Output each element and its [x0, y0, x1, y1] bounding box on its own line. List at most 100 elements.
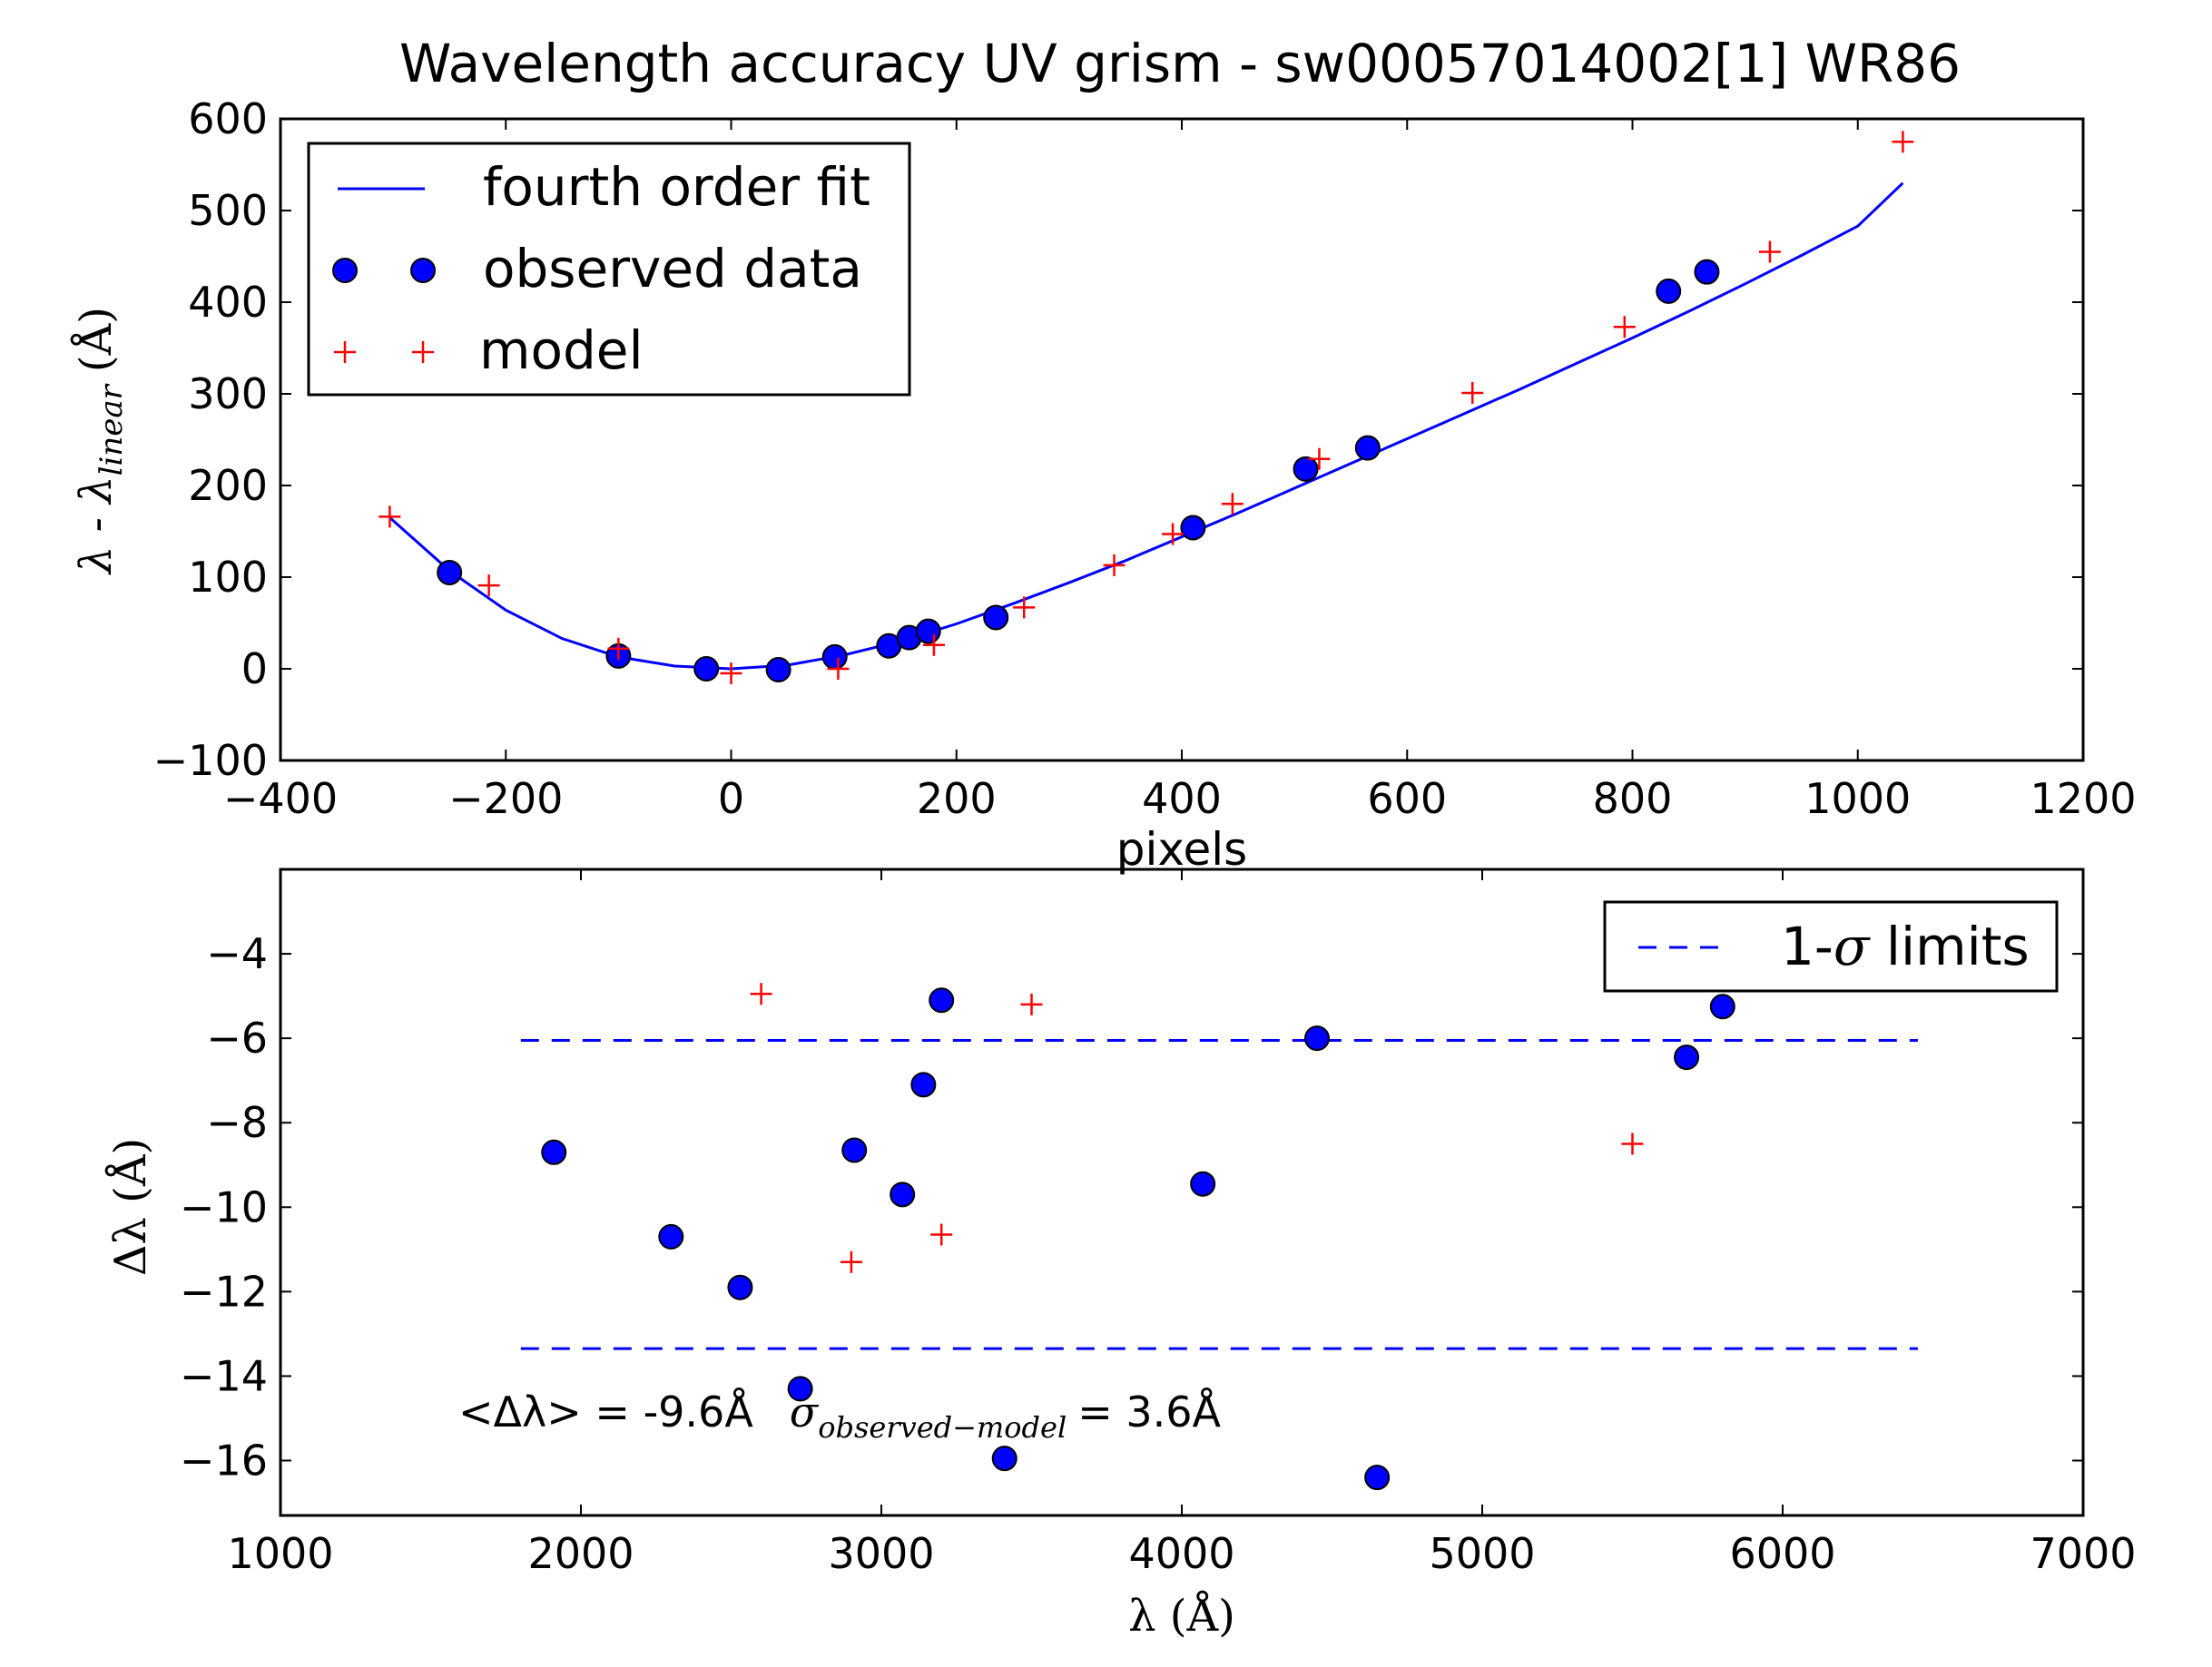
top-x-tick-label: −200: [448, 774, 563, 823]
top-x-tick-label: 600: [1367, 774, 1447, 823]
observed-data-point: [765, 657, 791, 683]
legend-observed-marker-1: [332, 258, 358, 283]
model-point: [1758, 240, 1781, 263]
residual-model-point: [1020, 993, 1043, 1015]
top-y-axis-label-main: λ - λ: [71, 476, 122, 575]
top-y-axis-label: λ - λlinear (Å): [70, 307, 130, 575]
bottom-y-tick-label: −4: [206, 929, 268, 978]
top-y-axis-label-unit: (Å): [70, 307, 122, 372]
legend-sigma-prefix: 1-: [1781, 916, 1834, 977]
model-point: [1103, 554, 1126, 576]
bottom-x-tick-label: 1000: [227, 1529, 333, 1578]
bottom-y-axis-label: Δλ (Å): [104, 1138, 156, 1276]
top-x-tick-label: 400: [1142, 774, 1222, 823]
observed-data-point: [1694, 259, 1720, 285]
residual-observed-point: [841, 1137, 868, 1163]
model-point: [1613, 316, 1636, 338]
legend-observed-marker-2: [410, 258, 436, 283]
top-legend-box: [307, 142, 911, 397]
residual-observed-point: [890, 1182, 916, 1208]
legend-model-marker-1: [334, 341, 356, 363]
observed-data-point: [821, 643, 848, 670]
top-y-tick-label: 0: [241, 644, 268, 693]
top-chart-title: Wavelength accuracy UV grism - sw0005701…: [399, 33, 1961, 94]
residual-observed-point: [1364, 1465, 1391, 1491]
observed-data-point: [437, 559, 463, 585]
top-x-axis-label: pixels: [1116, 823, 1247, 876]
bottom-y-tick-label: −10: [180, 1182, 268, 1231]
top-x-tick-label: 800: [1593, 774, 1673, 823]
model-point: [720, 662, 742, 685]
observed-data-point: [1293, 456, 1319, 482]
bottom-plot-ticks: 1000 2000 3000 4000 5000 6000 7000 −16 −14 −12 −10…: [180, 869, 2137, 1578]
residual-observed-point: [991, 1446, 1018, 1472]
legend-sigma-label: 1-σ limits: [1781, 916, 2030, 977]
model-point: [607, 637, 630, 660]
model-point: [1892, 131, 1914, 153]
legend-sigma-symbol: σ: [1834, 916, 1871, 977]
bottom-y-tick-label: −16: [180, 1437, 268, 1486]
top-x-tick-label: 0: [718, 774, 744, 823]
bottom-x-tick-label: 2000: [527, 1529, 634, 1578]
top-y-tick-label: −100: [153, 736, 268, 785]
residual-observed-point: [1709, 994, 1735, 1020]
top-plot-marks: [378, 131, 1914, 685]
bottom-x-tick-label: 5000: [1429, 1529, 1535, 1578]
top-y-tick-label: 100: [188, 553, 268, 602]
bottom-plot-marks: [520, 983, 1918, 1491]
model-point: [922, 633, 945, 656]
residual-observed-point: [929, 987, 955, 1014]
model-point: [378, 505, 401, 528]
bottom-x-tick-label: 7000: [2030, 1529, 2136, 1578]
observed-data-point: [1656, 278, 1682, 304]
bottom-x-tick-label: 3000: [828, 1529, 934, 1578]
legend-model-label: model: [479, 319, 644, 381]
residual-model-point: [930, 1223, 953, 1246]
legend-model-marker-2: [412, 341, 434, 363]
top-subplot: Wavelength accuracy UV grism - sw0005701…: [70, 33, 2137, 876]
top-x-tick-label: 1000: [1804, 774, 1911, 823]
legend-sigma-suffix: limits: [1869, 916, 2029, 977]
top-y-tick-label: 400: [188, 278, 268, 327]
observed-data-point: [1354, 435, 1381, 461]
residual-observed-point: [910, 1072, 937, 1098]
residual-observed-point: [1303, 1025, 1330, 1052]
observed-data-point: [693, 656, 720, 682]
residual-model-point: [750, 983, 772, 1005]
residual-model-point: [1621, 1133, 1644, 1155]
sigma-symbol: σ: [790, 1388, 820, 1437]
bottom-x-tick-label: 4000: [1128, 1529, 1234, 1578]
bottom-x-axis-label: λ (Å): [1128, 1590, 1235, 1642]
model-point: [477, 574, 500, 597]
top-legend: fourth order fit observed data model: [307, 142, 911, 397]
top-plot-ticks: −400 −200 0 200 400 600 800 1000 1200 −100 0 100 200…: [153, 94, 2137, 823]
mean-delta-text: <Δλ> = -9.6Å: [458, 1388, 753, 1437]
bottom-x-tick-label: 6000: [1729, 1529, 1835, 1578]
residual-observed-point: [541, 1139, 567, 1165]
sigma-subscript: observed−model: [818, 1410, 1067, 1445]
model-point: [827, 658, 850, 680]
top-y-tick-label: 300: [188, 369, 268, 418]
sigma-value: = 3.6Å: [1077, 1388, 1221, 1437]
observed-data-point: [983, 604, 1009, 631]
top-y-tick-label: 600: [188, 94, 268, 143]
model-point: [1013, 596, 1036, 619]
model-point: [1221, 493, 1244, 515]
model-point: [1308, 447, 1331, 470]
bottom-y-tick-label: −14: [180, 1351, 268, 1400]
legend-fit-label: fourth order fit: [483, 156, 870, 218]
residual-observed-point: [1190, 1171, 1216, 1197]
top-x-tick-label: 200: [917, 774, 997, 823]
top-y-tick-label: 500: [188, 186, 268, 235]
top-x-tick-label: −400: [223, 774, 338, 823]
residual-observed-point: [787, 1376, 813, 1402]
top-y-tick-label: 200: [188, 461, 268, 510]
model-point: [1461, 381, 1484, 404]
residual-observed-point: [1674, 1044, 1700, 1071]
mean-delta-annotation: <Δλ> = -9.6Å σobserved−model = 3.6Å: [458, 1388, 1222, 1445]
bottom-y-tick-label: −8: [206, 1098, 268, 1147]
top-y-axis-label-subscript: linear: [93, 383, 130, 476]
bottom-y-tick-label: −12: [180, 1267, 268, 1316]
bottom-y-tick-label: −6: [206, 1014, 268, 1063]
